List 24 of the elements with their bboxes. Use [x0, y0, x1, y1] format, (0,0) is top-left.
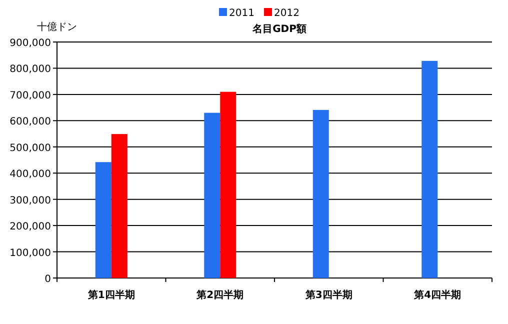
bar [204, 112, 220, 278]
y-tick-label: 800,000 [10, 64, 51, 76]
y-tick-label: 300,000 [10, 195, 51, 206]
y-tick-label: 200,000 [10, 222, 51, 233]
legend-label: 2012 [274, 8, 300, 19]
y-tick-label: 900,000 [10, 38, 51, 49]
x-tick-label: 第1四半期 [86, 289, 135, 301]
chart-title: 名目GDP額 [252, 23, 306, 35]
y-axis-title: 十億ドン [37, 21, 77, 33]
x-tick-label: 第3四半期 [304, 289, 352, 301]
y-tick-label: 100,000 [10, 248, 51, 259]
legend-label: 2011 [229, 8, 254, 19]
bar [220, 92, 236, 278]
y-tick-label: 400,000 [10, 169, 51, 180]
bar [422, 60, 438, 278]
bar [111, 134, 128, 278]
x-tick-label: 第4四半期 [413, 289, 462, 301]
x-tick-label: 第2四半期 [196, 289, 244, 301]
bar [312, 110, 329, 278]
y-tick-label: 500,000 [10, 142, 51, 154]
y-tick-label: 600,000 [10, 116, 51, 128]
bar [95, 162, 112, 278]
y-tick-label: 700,000 [10, 90, 51, 102]
y-tick-label: 0 [44, 274, 51, 285]
